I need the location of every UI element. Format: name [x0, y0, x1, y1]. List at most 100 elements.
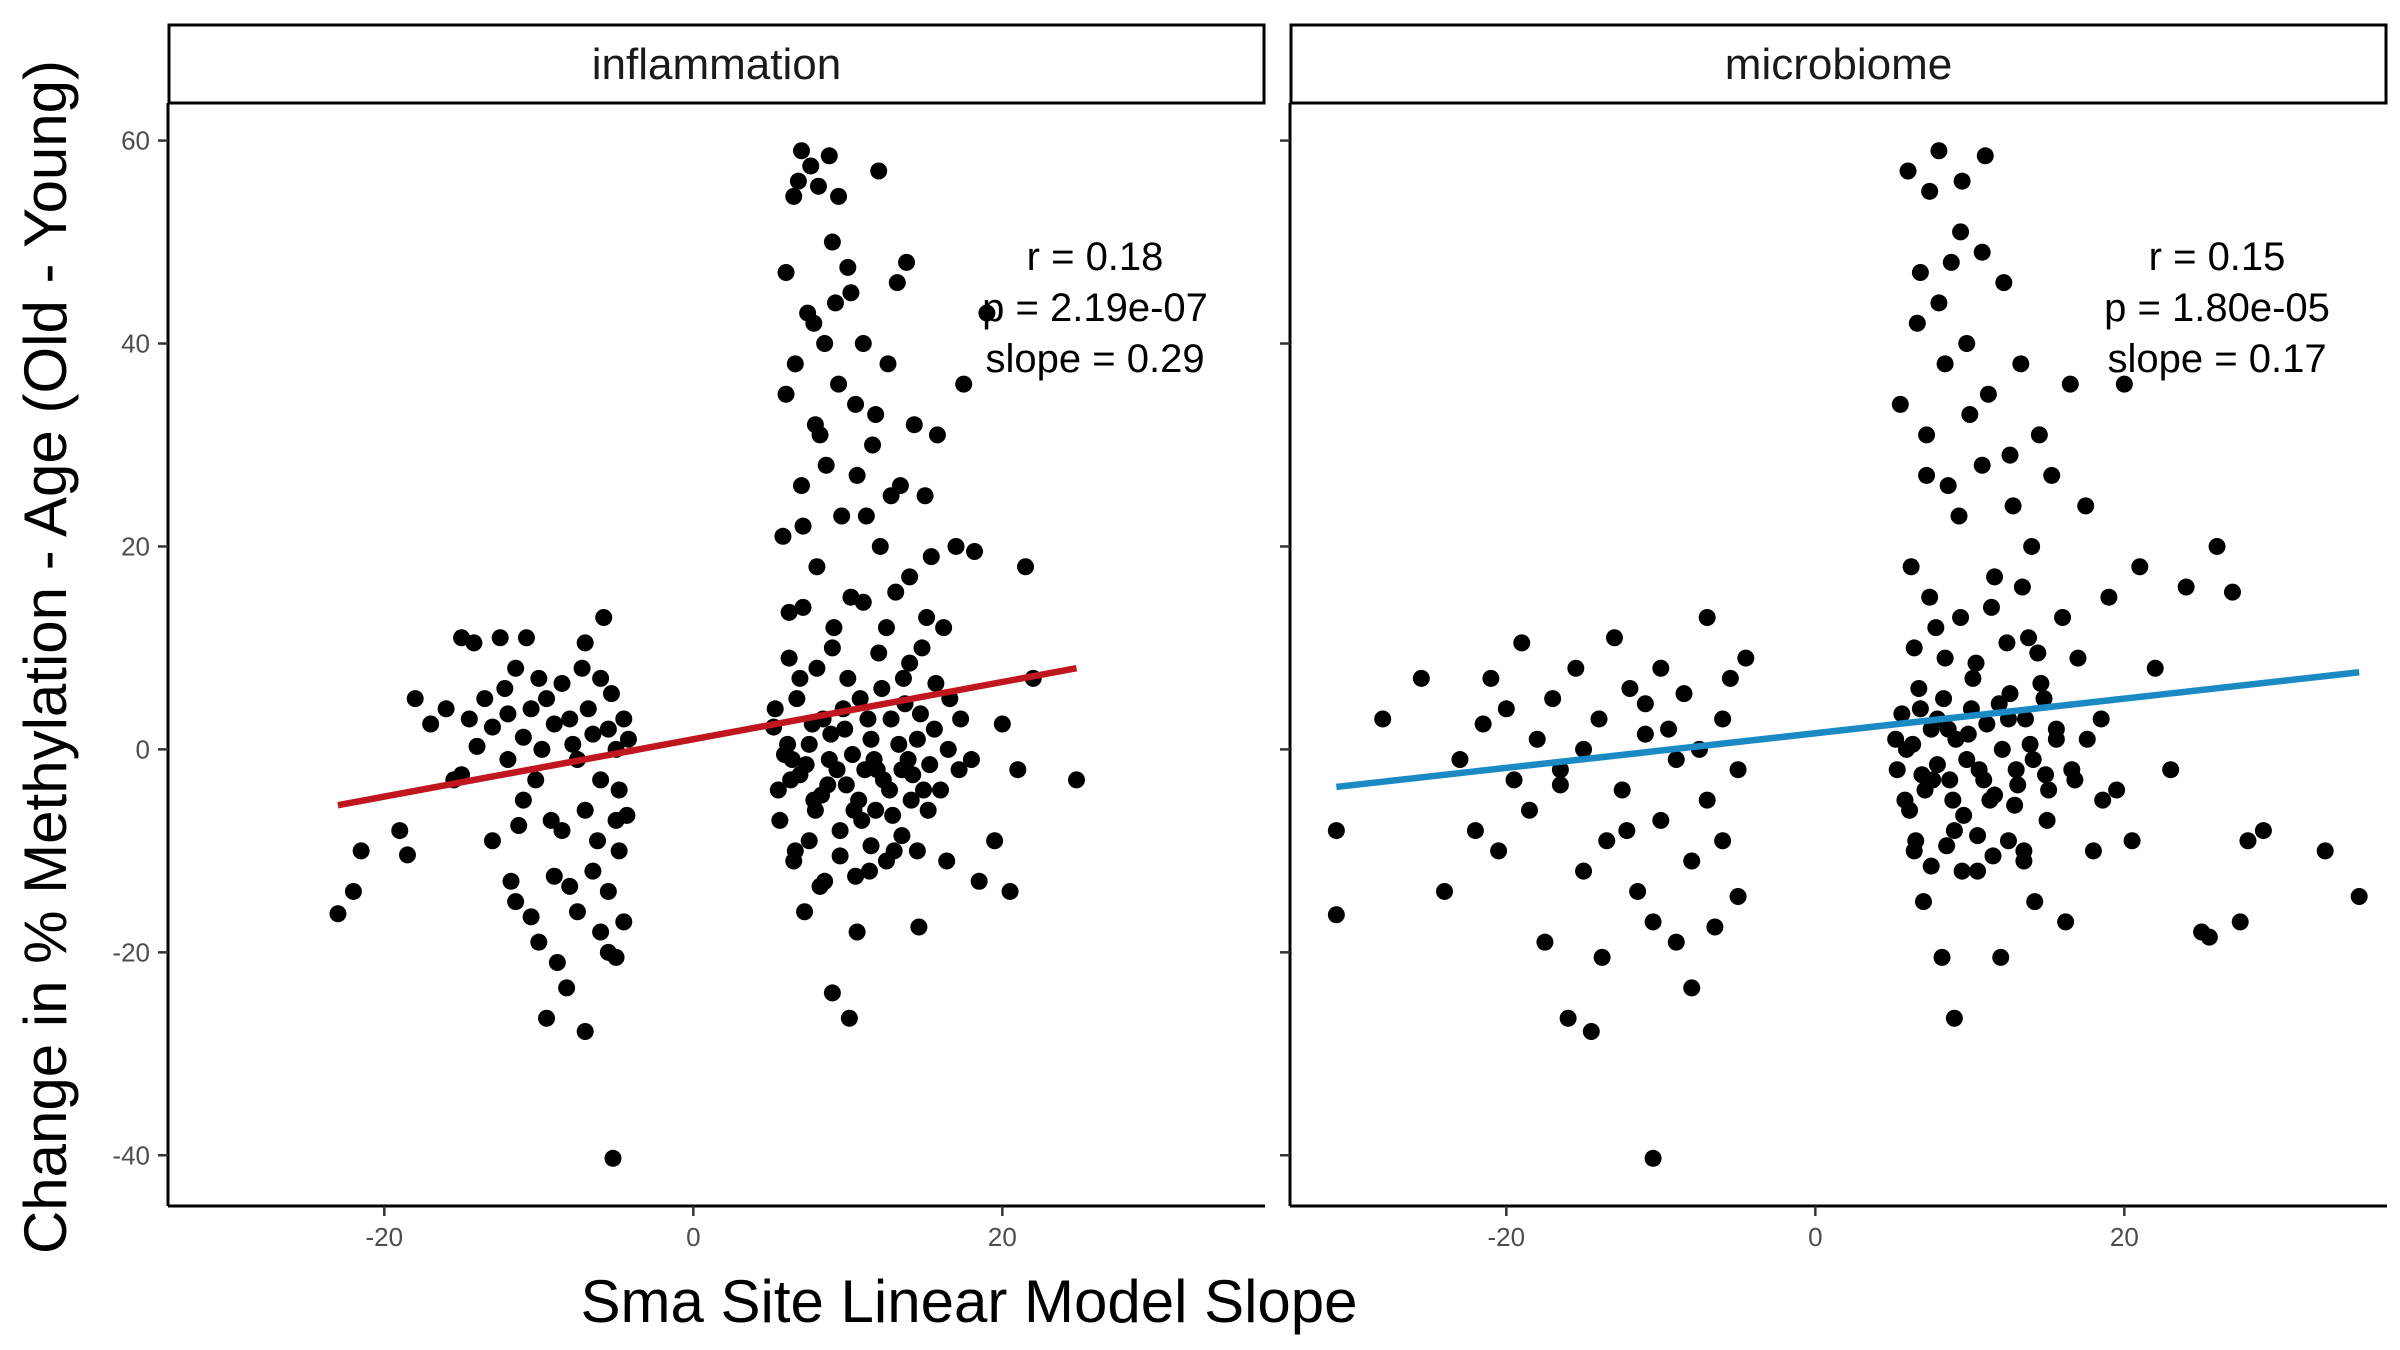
data-point: [774, 527, 792, 545]
y-tick-label: 0: [136, 734, 150, 764]
data-point: [2115, 375, 2133, 393]
data-point: [1930, 294, 1948, 312]
data-point: [816, 872, 834, 890]
data-point: [2316, 842, 2334, 860]
data-point: [927, 674, 945, 692]
data-point: [2037, 766, 2055, 784]
data-point: [1930, 142, 1948, 160]
data-point: [921, 756, 939, 774]
data-point: [592, 669, 610, 687]
data-point: [939, 740, 957, 758]
data-point: [1636, 695, 1654, 713]
data-point: [1969, 827, 1987, 845]
data-point: [1975, 771, 1993, 789]
data-point: [465, 634, 483, 652]
data-point: [919, 801, 937, 819]
data-point: [1958, 751, 1976, 769]
data-point: [862, 837, 880, 855]
data-point: [576, 1022, 594, 1040]
data-point: [1644, 1149, 1662, 1167]
data-point: [1922, 857, 1940, 875]
data-point: [2020, 629, 2038, 647]
data-point: [854, 335, 872, 353]
data-point: [882, 710, 900, 728]
data-point: [553, 674, 571, 692]
data-point: [2040, 781, 2058, 799]
data-point: [610, 842, 628, 860]
data-point: [1675, 685, 1693, 703]
data-point: [1698, 791, 1716, 809]
data-point: [352, 842, 370, 860]
data-point: [899, 751, 917, 769]
data-point: [2021, 735, 2039, 753]
data-point: [1721, 669, 1739, 687]
data-point: [918, 608, 936, 626]
data-point: [901, 654, 919, 672]
data-point: [1567, 659, 1585, 677]
data-point: [805, 314, 823, 332]
data-point: [545, 867, 563, 885]
data-point: [507, 659, 525, 677]
data-point: [2026, 893, 2044, 911]
panels-layer: inflammation -20 0 20 -40 -20 0 20 40 60 r = 0.18 p…: [112, 23, 2388, 1252]
data-point: [584, 725, 602, 743]
data-point: [888, 274, 906, 292]
data-point: [2123, 832, 2141, 850]
data-point: [1327, 822, 1345, 840]
data-point: [592, 923, 610, 941]
data-point: [1888, 761, 1906, 779]
data-point: [1582, 1022, 1600, 1040]
data-point: [2004, 497, 2022, 515]
data-point: [871, 537, 889, 555]
data-point: [850, 791, 868, 809]
data-point: [422, 715, 440, 733]
data-point: [1605, 629, 1623, 647]
data-point: [847, 395, 865, 413]
data-point: [2043, 466, 2061, 484]
data-point: [902, 791, 920, 809]
data-point: [573, 659, 591, 677]
data-point: [1936, 355, 1954, 373]
data-point: [831, 847, 849, 865]
data-point: [2038, 811, 2056, 829]
data-point: [1017, 558, 1035, 576]
data-point: [1950, 507, 1968, 525]
data-point: [898, 253, 916, 271]
data-point: [2012, 355, 2030, 373]
strip-label-inflammation: inflammation: [592, 40, 841, 89]
data-point: [1952, 223, 1970, 241]
data-point: [499, 751, 517, 769]
data-point: [2094, 791, 2112, 809]
data-point: [2239, 832, 2257, 850]
data-point: [502, 872, 520, 890]
data-point: [796, 903, 814, 921]
data-point: [848, 466, 866, 484]
data-point: [499, 705, 517, 723]
data-point: [823, 984, 841, 1002]
data-point: [1921, 588, 1939, 606]
data-point: [1945, 822, 1963, 840]
data-point: [1921, 182, 1939, 200]
strip-label-microbiome: microbiome: [1725, 40, 1952, 89]
data-point: [1953, 862, 1971, 880]
data-point: [1009, 761, 1027, 779]
data-point: [1629, 882, 1647, 900]
data-point: [2208, 537, 2226, 555]
data-point: [792, 142, 810, 160]
data-point: [2009, 776, 2027, 794]
stat-annotation-line: r = 0.18: [1027, 235, 1164, 279]
data-point: [823, 233, 841, 251]
data-point: [794, 517, 812, 535]
stat-annotation-line: p = 2.19e-07: [982, 286, 1208, 330]
data-point: [922, 548, 940, 566]
data-point: [868, 761, 886, 779]
data-point: [1973, 456, 1991, 474]
data-point: [780, 649, 798, 667]
data-point: [1891, 395, 1909, 413]
data-point: [789, 172, 807, 190]
data-point: [1652, 811, 1670, 829]
data-point: [862, 730, 880, 748]
data-point: [2108, 781, 2126, 799]
data-point: [836, 720, 854, 738]
